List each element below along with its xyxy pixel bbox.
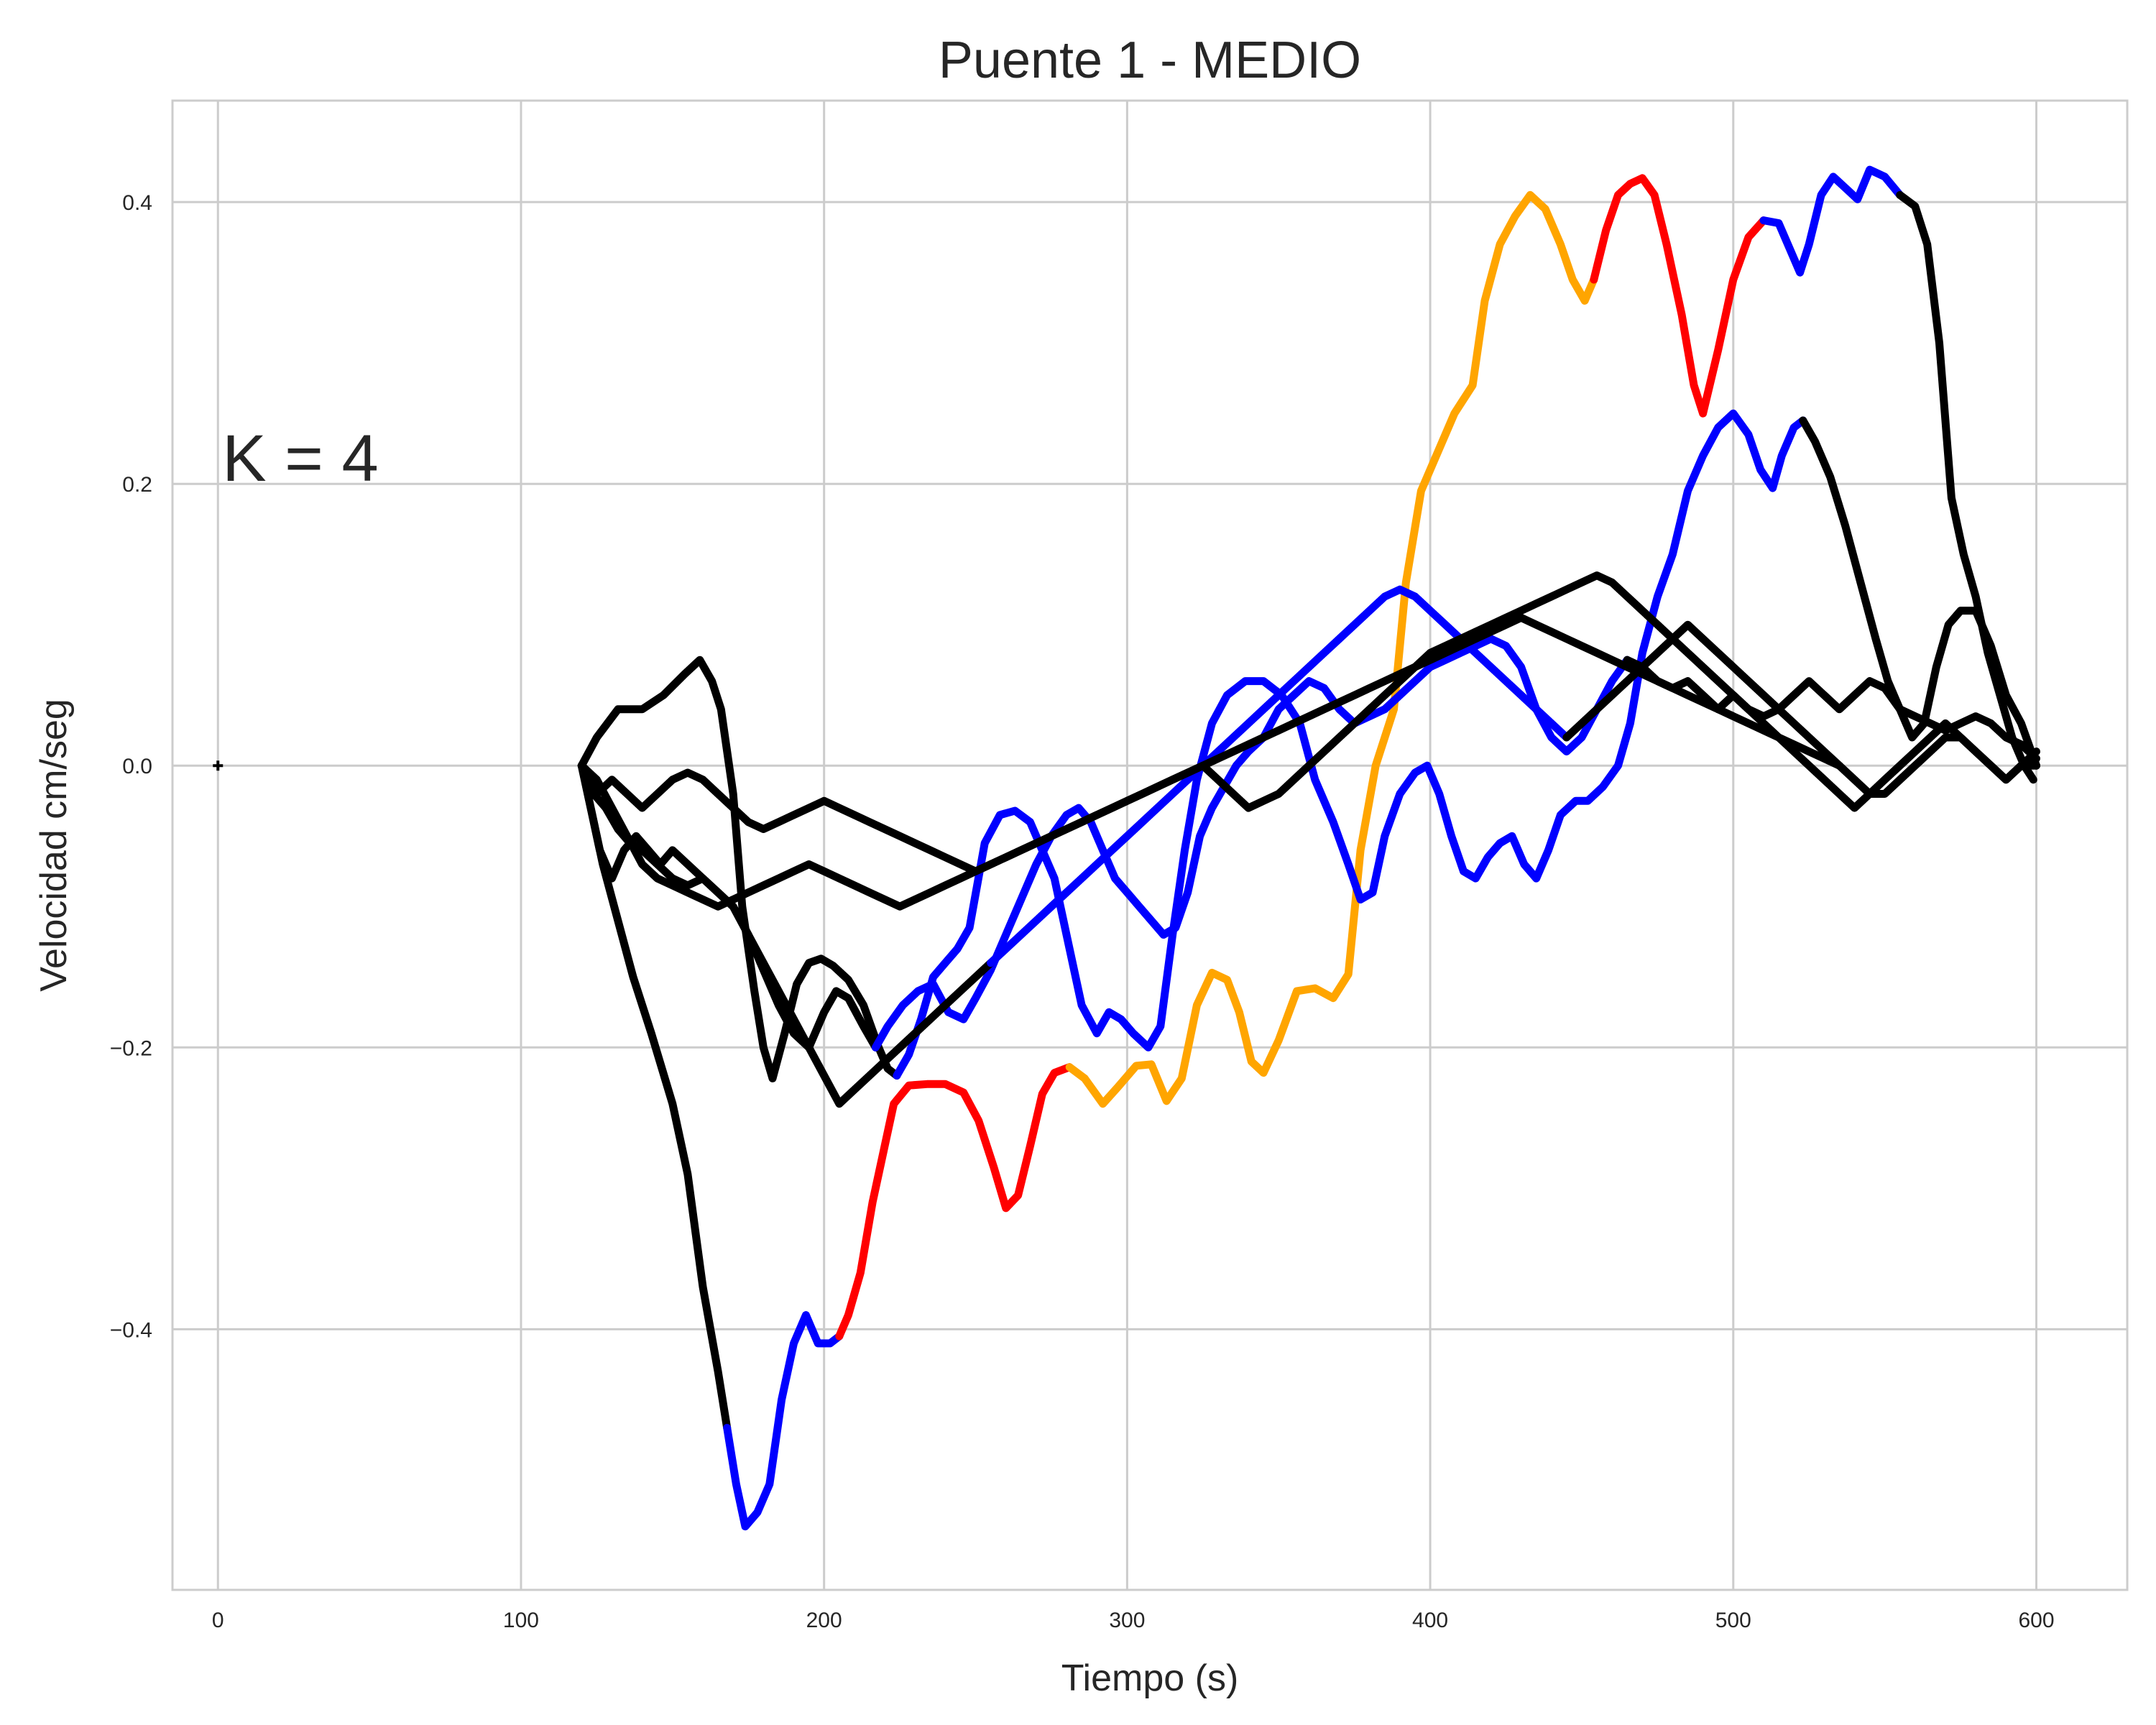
series-segment-blue	[987, 585, 1571, 967]
series-lines	[577, 165, 2040, 1531]
series-segment-black	[577, 656, 901, 1082]
y-tick-label: −0.2	[110, 1036, 152, 1060]
series-segment-red	[1590, 174, 1768, 418]
x-tick-label: 300	[1109, 1609, 1145, 1632]
k-annotation: K = 4	[222, 422, 378, 495]
chart-title: Puente 1 - MEDIO	[939, 32, 1361, 89]
series-segment-black	[577, 571, 2040, 911]
series-segment-red	[835, 1063, 1074, 1340]
series-5	[577, 613, 1843, 875]
x-tick-label: 200	[806, 1609, 842, 1632]
series-segment-black	[577, 613, 1843, 875]
y-tick-label: 0.2	[122, 473, 152, 497]
series-segment-black	[1623, 656, 2040, 763]
series-segment-orange	[1065, 190, 1598, 1108]
y-axis-label: Velocidad cm/seg	[33, 699, 75, 992]
y-tick-labels: −0.4 −0.2 0.0 0.2 0.4	[110, 191, 152, 1342]
x-tick-label: 100	[503, 1609, 539, 1632]
series-6	[577, 571, 2040, 911]
x-tick-label: 0	[212, 1609, 224, 1632]
y-tick-label: −0.4	[110, 1318, 152, 1342]
plot-frame	[171, 99, 2129, 1591]
x-tick-label: 400	[1412, 1609, 1448, 1632]
series-segment-black	[577, 761, 995, 1108]
y-tick-label: 0.4	[122, 191, 152, 215]
x-tick-label: 600	[2018, 1609, 2054, 1632]
y-tick-label: 0.0	[122, 755, 152, 778]
origin-marker	[213, 760, 224, 771]
x-tick-label: 500	[1715, 1609, 1751, 1632]
series-segment-blue	[871, 635, 1631, 1052]
x-axis-label: Tiempo (s)	[1061, 1657, 1239, 1699]
x-tick-labels: 0 100 200 300 400 500 600	[212, 1609, 2055, 1632]
series-segment-black	[1799, 416, 2040, 770]
series-segment-blue	[1759, 165, 1904, 277]
series-segment-blue	[723, 1311, 844, 1531]
